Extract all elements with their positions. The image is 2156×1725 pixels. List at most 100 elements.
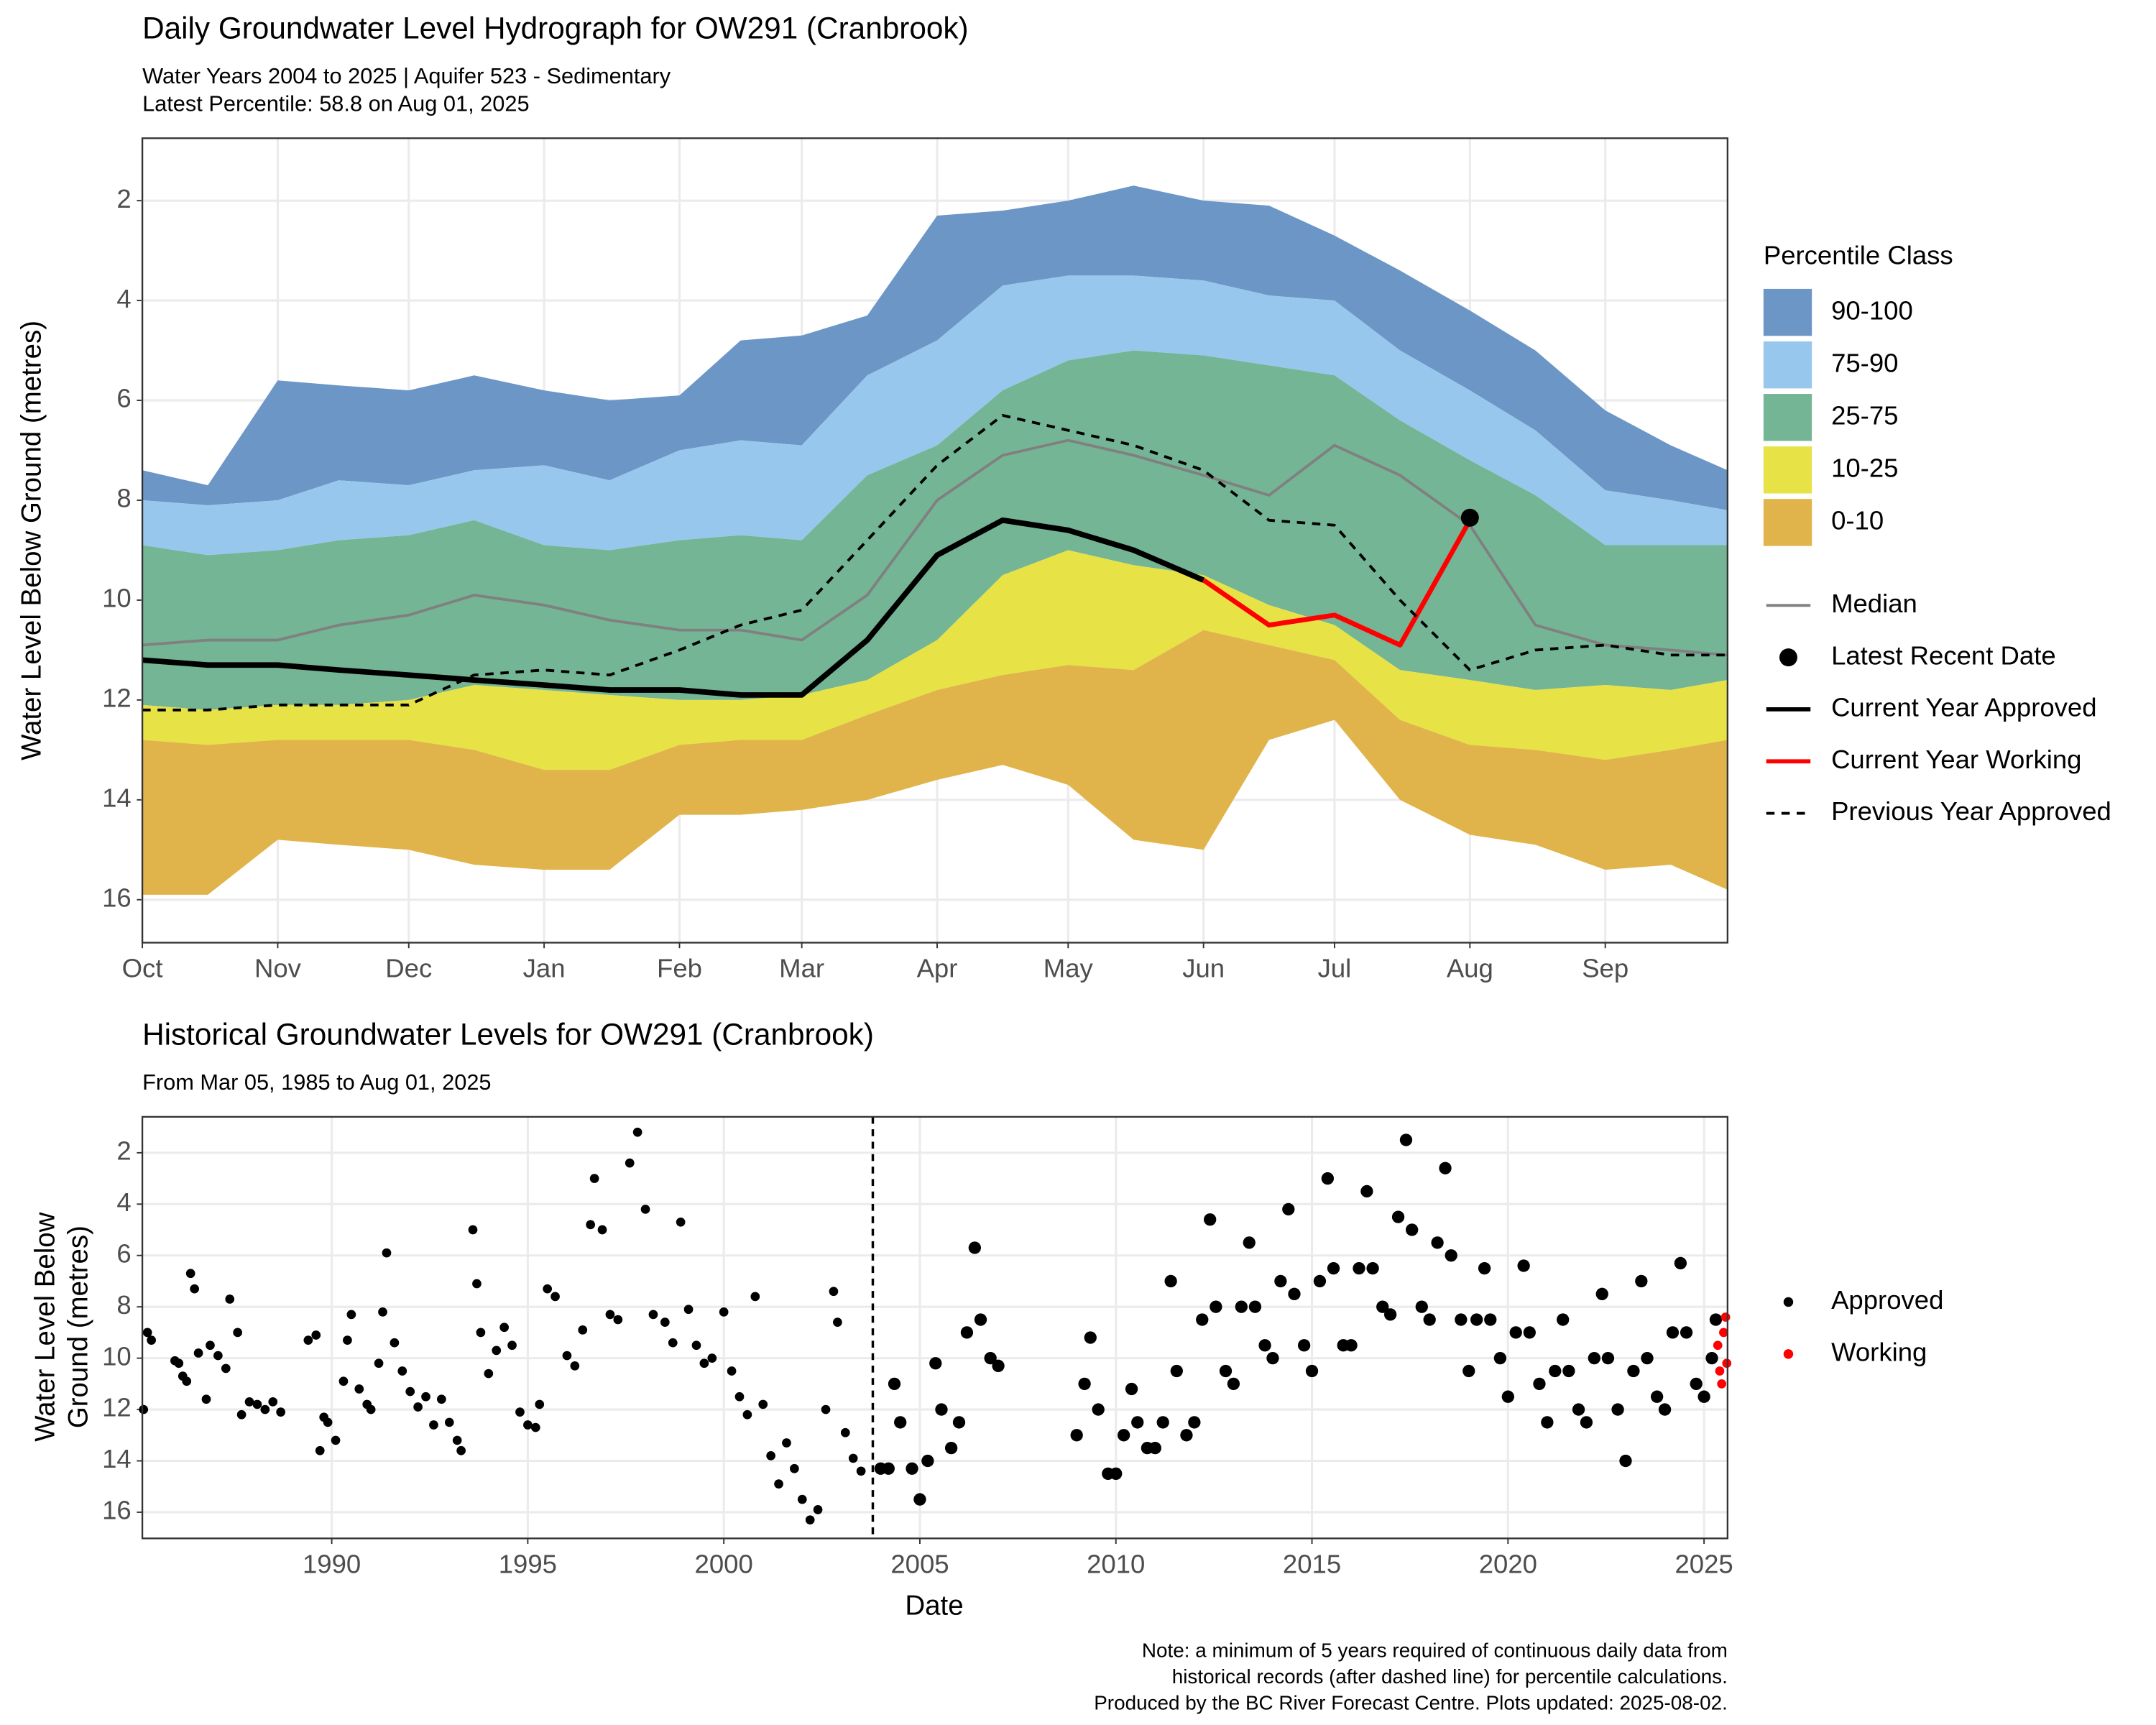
legend-label: Working (1831, 1338, 1927, 1367)
y-tick-label: 10 (102, 1341, 132, 1371)
data-point (338, 1376, 349, 1386)
data-point (484, 1368, 494, 1379)
data-point (758, 1399, 768, 1409)
data-point (1719, 1328, 1728, 1338)
data-point (1717, 1379, 1727, 1389)
data-point (1110, 1467, 1123, 1481)
data-point (848, 1453, 858, 1463)
x-tick-label: 2025 (1674, 1550, 1733, 1579)
data-point (1274, 1274, 1287, 1288)
data-point (421, 1392, 430, 1402)
x-tick-label: 2015 (1283, 1550, 1341, 1579)
data-point (1478, 1261, 1491, 1275)
y-tick-label: 4 (116, 1187, 131, 1217)
y-tick-label: 4 (116, 284, 131, 313)
legend-label: Latest Recent Date (1831, 640, 2056, 670)
data-point (906, 1462, 918, 1475)
data-point (1666, 1326, 1680, 1339)
legend-swatch (1763, 446, 1812, 494)
note: Note: a minimum of 5 years required of c… (1142, 1639, 1728, 1661)
data-point (1541, 1416, 1554, 1429)
data-point (1092, 1403, 1105, 1416)
data-point (354, 1384, 364, 1394)
data-point (1188, 1416, 1201, 1429)
data-point (1345, 1339, 1358, 1352)
data-point (1705, 1351, 1718, 1365)
x-tick-label: Oct (122, 954, 163, 983)
line-series (142, 413, 1728, 712)
legend-label: Previous Year Approved (1831, 796, 2111, 826)
data-point (523, 1420, 533, 1430)
data-point (660, 1317, 670, 1327)
data-point (530, 1422, 540, 1432)
data-point (1415, 1300, 1428, 1313)
data-point (1327, 1261, 1340, 1275)
data-point (492, 1346, 502, 1356)
y-tick-label: 6 (116, 384, 131, 413)
chart-title: Historical Groundwater Levels for OW291 … (142, 1017, 874, 1051)
legend-label: Median (1831, 589, 1917, 618)
data-point (1533, 1377, 1546, 1390)
data-point (382, 1248, 392, 1258)
chart-subtitle: From Mar 05, 1985 to Aug 01, 2025 (142, 1070, 491, 1095)
data-point (193, 1348, 203, 1358)
data-point (1523, 1326, 1536, 1339)
data-point (1297, 1339, 1311, 1352)
data-point (268, 1397, 278, 1407)
data-point (589, 1174, 599, 1183)
data-point (1627, 1364, 1640, 1378)
data-point (960, 1326, 974, 1339)
data-point (1070, 1429, 1083, 1442)
data-point (1462, 1364, 1475, 1378)
data-point (429, 1420, 438, 1430)
data-point (929, 1357, 942, 1370)
data-point (742, 1409, 752, 1420)
data-point (829, 1287, 839, 1297)
data-point (535, 1399, 545, 1409)
data-point (507, 1340, 517, 1351)
data-point (805, 1515, 815, 1525)
data-point (719, 1307, 729, 1317)
data-point (1595, 1287, 1608, 1300)
data-point (1611, 1403, 1624, 1416)
line-series (1202, 519, 1473, 648)
data-point (472, 1279, 482, 1289)
legend-key (1779, 648, 1797, 667)
data-point (1383, 1308, 1397, 1321)
x-tick-label: Jul (1318, 954, 1352, 983)
data-point (1455, 1313, 1468, 1326)
percentile-band (142, 550, 1728, 770)
y-tick-label: 12 (102, 1393, 132, 1422)
data-point (147, 1335, 156, 1345)
x-tick-label: 2010 (1087, 1550, 1145, 1579)
x-tick-label: 2020 (1479, 1550, 1537, 1579)
data-point (1674, 1256, 1687, 1270)
data-point (346, 1310, 356, 1320)
data-point (1562, 1364, 1575, 1378)
data-point (182, 1376, 192, 1386)
data-point (856, 1466, 866, 1476)
data-point (366, 1404, 376, 1414)
data-point (413, 1402, 423, 1412)
data-point (1588, 1351, 1601, 1365)
data-point (499, 1322, 509, 1333)
line-series (142, 517, 1205, 698)
data-point (233, 1328, 242, 1338)
data-point (1156, 1416, 1169, 1429)
data-point (1219, 1364, 1233, 1378)
note: Produced by the BC River Forecast Centre… (1094, 1692, 1728, 1714)
data-point (1658, 1403, 1672, 1416)
data-point (797, 1494, 807, 1504)
data-point (390, 1338, 400, 1348)
data-point (1078, 1377, 1091, 1390)
plot-background (142, 1116, 1728, 1539)
legend-swatch (1763, 394, 1812, 441)
data-point (668, 1338, 678, 1348)
legend-label: 25-75 (1831, 400, 1898, 430)
data-point (888, 1377, 901, 1390)
data-point (1164, 1274, 1177, 1288)
data-point (1517, 1259, 1530, 1272)
data-point (1619, 1454, 1632, 1468)
data-point (1557, 1313, 1570, 1326)
